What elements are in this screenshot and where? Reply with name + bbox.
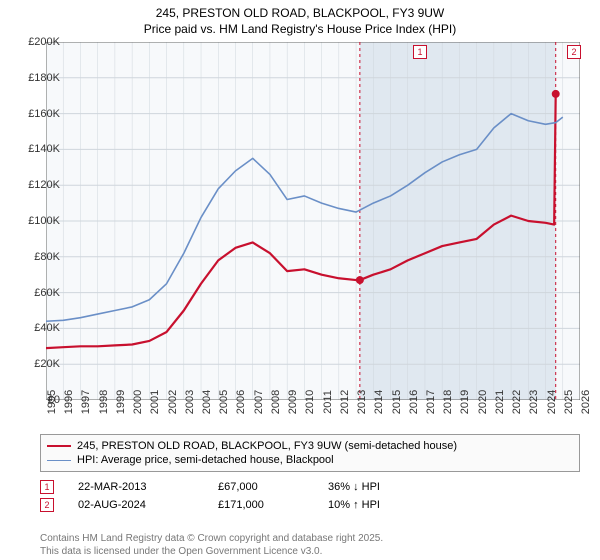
- legend: 245, PRESTON OLD ROAD, BLACKPOOL, FY3 9U…: [40, 434, 580, 514]
- x-tick-label: 2005: [218, 387, 230, 417]
- legend-series-box: 245, PRESTON OLD ROAD, BLACKPOOL, FY3 9U…: [40, 434, 580, 472]
- x-tick-label: 2011: [322, 387, 334, 417]
- x-tick-label: 2010: [304, 387, 316, 417]
- x-tick-label: 2009: [287, 387, 299, 417]
- footer-attribution: Contains HM Land Registry data © Crown c…: [40, 533, 383, 558]
- sale-marker-1: 1: [40, 480, 54, 494]
- chart-title: 245, PRESTON OLD ROAD, BLACKPOOL, FY3 9U…: [0, 0, 600, 37]
- legend-swatch-2: [47, 460, 71, 461]
- x-tick-label: 2024: [546, 387, 558, 417]
- x-tick-label: 1998: [98, 387, 110, 417]
- plot-area: [46, 42, 580, 400]
- x-tick-label: 2000: [132, 387, 144, 417]
- x-tick-label: 2021: [494, 387, 506, 417]
- y-tick-label: £40K: [10, 322, 60, 334]
- sale-row-2: 2 02-AUG-2024 £171,000 10% ↑ HPI: [40, 496, 580, 514]
- chart-svg: [46, 42, 580, 400]
- y-tick-label: £160K: [10, 108, 60, 120]
- x-tick-label: 2007: [253, 387, 265, 417]
- x-tick-label: 2006: [235, 387, 247, 417]
- y-tick-label: £140K: [10, 143, 60, 155]
- footer-line-1: Contains HM Land Registry data © Crown c…: [40, 533, 383, 546]
- title-line-2: Price paid vs. HM Land Registry's House …: [0, 22, 600, 38]
- x-tick-label: 2004: [201, 387, 213, 417]
- x-tick-label: 2025: [563, 387, 575, 417]
- title-line-1: 245, PRESTON OLD ROAD, BLACKPOOL, FY3 9U…: [156, 6, 445, 20]
- legend-series-1: 245, PRESTON OLD ROAD, BLACKPOOL, FY3 9U…: [47, 439, 573, 453]
- sale-delta-1: 36% ↓ HPI: [328, 481, 448, 493]
- y-tick-label: £20K: [10, 358, 60, 370]
- sale-marker-2: 2: [40, 498, 54, 512]
- chart-marker-2: 2: [567, 45, 581, 59]
- x-tick-label: 2016: [408, 387, 420, 417]
- sale-price-1: £67,000: [218, 481, 318, 493]
- sale-price-2: £171,000: [218, 499, 318, 511]
- x-tick-label: 2023: [528, 387, 540, 417]
- y-tick-label: £80K: [10, 251, 60, 263]
- y-tick-label: £180K: [10, 72, 60, 84]
- legend-series-2: HPI: Average price, semi-detached house,…: [47, 453, 573, 467]
- x-tick-label: 2008: [270, 387, 282, 417]
- x-tick-label: 1997: [80, 387, 92, 417]
- sale-row-1: 1 22-MAR-2013 £67,000 36% ↓ HPI: [40, 478, 580, 496]
- legend-swatch-1: [47, 445, 71, 447]
- x-tick-label: 2020: [477, 387, 489, 417]
- x-tick-label: 2003: [184, 387, 196, 417]
- x-tick-label: 2026: [580, 387, 592, 417]
- x-tick-label: 2019: [459, 387, 471, 417]
- x-tick-label: 1996: [63, 387, 75, 417]
- sale-delta-2: 10% ↑ HPI: [328, 499, 448, 511]
- x-tick-label: 2013: [356, 387, 368, 417]
- legend-label-1: 245, PRESTON OLD ROAD, BLACKPOOL, FY3 9U…: [77, 440, 457, 452]
- x-tick-label: 1995: [46, 387, 58, 417]
- y-tick-label: £200K: [10, 36, 60, 48]
- y-tick-label: £120K: [10, 179, 60, 191]
- x-tick-label: 2017: [425, 387, 437, 417]
- sale-date-2: 02-AUG-2024: [78, 499, 208, 511]
- legend-label-2: HPI: Average price, semi-detached house,…: [77, 454, 334, 466]
- x-tick-label: 2002: [167, 387, 179, 417]
- x-tick-label: 2022: [511, 387, 523, 417]
- footer-line-2: This data is licensed under the Open Gov…: [40, 546, 383, 559]
- x-tick-label: 2015: [391, 387, 403, 417]
- y-tick-label: £60K: [10, 287, 60, 299]
- sale-date-1: 22-MAR-2013: [78, 481, 208, 493]
- x-tick-label: 2018: [442, 387, 454, 417]
- x-tick-label: 1999: [115, 387, 127, 417]
- x-tick-label: 2014: [373, 387, 385, 417]
- chart-marker-1: 1: [413, 45, 427, 59]
- y-tick-label: £100K: [10, 215, 60, 227]
- x-tick-label: 2001: [149, 387, 161, 417]
- chart-container: 245, PRESTON OLD ROAD, BLACKPOOL, FY3 9U…: [0, 0, 600, 560]
- x-tick-label: 2012: [339, 387, 351, 417]
